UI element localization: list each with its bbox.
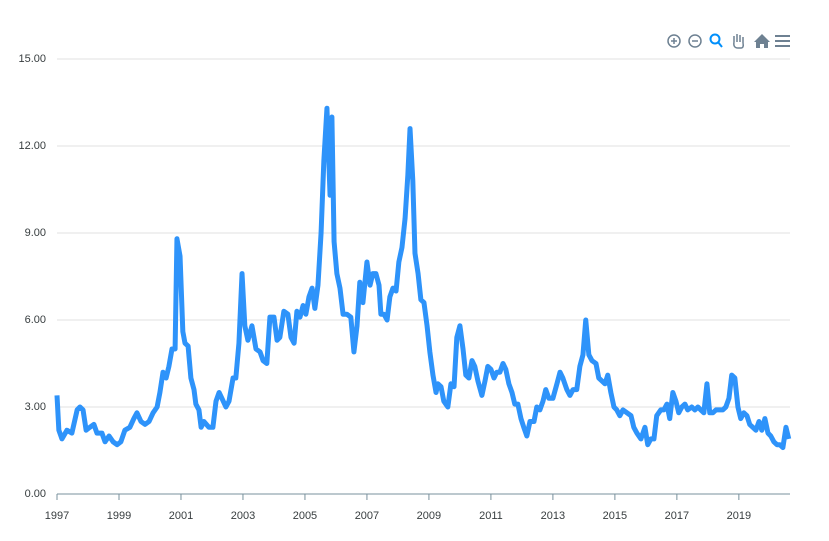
x-tick-label: 2007 — [355, 510, 379, 522]
pan-button[interactable] — [733, 34, 744, 49]
x-tick-label: 1997 — [45, 510, 69, 522]
x-tick-label: 2011 — [479, 510, 503, 522]
x-tick-label: 2019 — [727, 510, 751, 522]
menu-button[interactable] — [775, 35, 790, 47]
x-tick-label: 2009 — [417, 510, 441, 522]
y-tick-label: 9.00 — [25, 227, 46, 239]
toolbar — [667, 33, 790, 49]
x-tick-label: 2013 — [541, 510, 565, 522]
zoom-in-button[interactable] — [667, 34, 681, 48]
x-tick-label: 1999 — [107, 510, 131, 522]
x-tick-label: 2001 — [169, 510, 193, 522]
reset-button[interactable] — [754, 34, 770, 48]
y-tick-label: 6.00 — [25, 314, 46, 326]
selection-zoom-button[interactable] — [709, 33, 723, 48]
y-tick-label: 0.00 — [25, 488, 46, 500]
x-tick-label: 2015 — [603, 510, 627, 522]
zoom-out-button[interactable] — [688, 34, 702, 48]
x-tick-label: 2003 — [231, 510, 255, 522]
y-tick-label: 3.00 — [25, 401, 46, 413]
y-tick-label: 15.00 — [18, 53, 46, 65]
x-tick-label: 2017 — [665, 510, 689, 522]
line-series — [54, 105, 792, 451]
y-tick-label: 12.00 — [18, 140, 46, 152]
x-tick-label: 2005 — [293, 510, 317, 522]
